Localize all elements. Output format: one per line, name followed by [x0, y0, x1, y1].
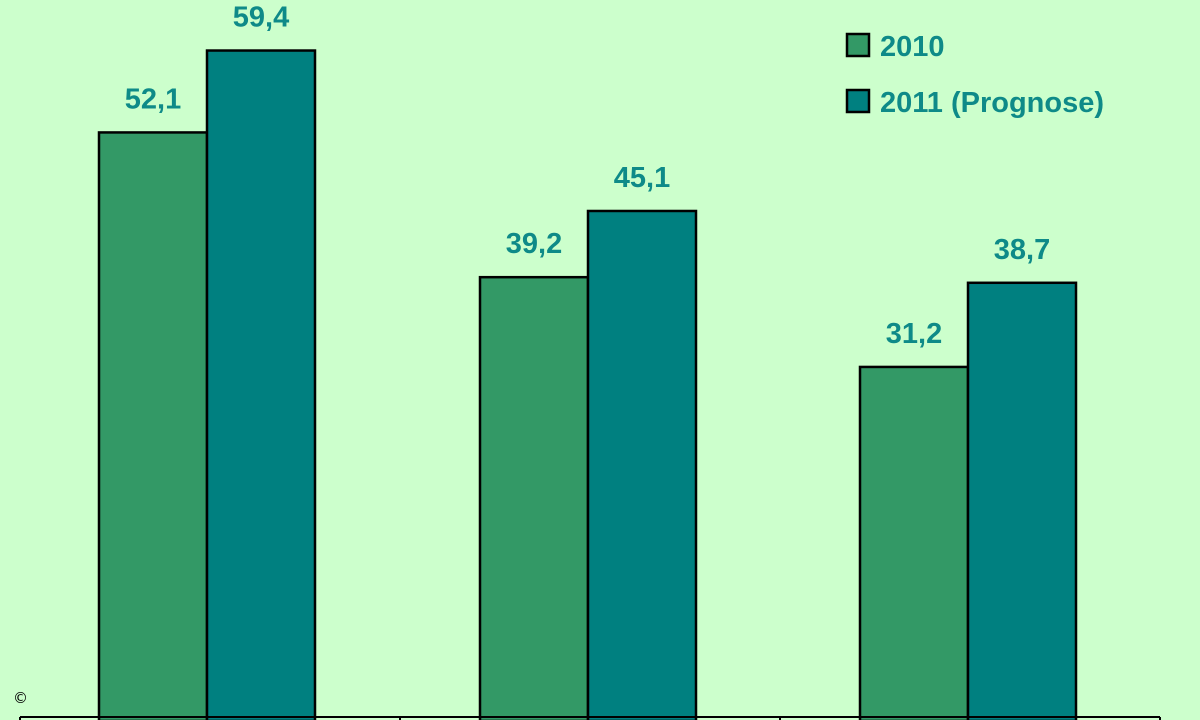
legend-swatch-2010	[845, 32, 871, 58]
data-label-2010-group-2: 39,2	[506, 228, 562, 260]
bar-2011-group-2	[586, 209, 698, 720]
data-label-2010-group-3: 31,2	[886, 318, 942, 350]
bar-2011-group-1	[205, 49, 317, 720]
legend-swatch-2011	[845, 88, 871, 114]
bars-group	[97, 49, 1078, 720]
legend-label-2010: 2010	[880, 31, 945, 63]
bar-2010-group-1	[97, 131, 209, 720]
bar-2010-group-2	[478, 275, 590, 720]
data-label-2011-group-2: 45,1	[614, 162, 670, 194]
data-label-2011-group-3: 38,7	[994, 234, 1050, 266]
legend-label-2011: 2011 (Prognose)	[880, 87, 1104, 119]
bar-2011-group-3	[966, 281, 1078, 720]
data-label-2010-group-1: 52,1	[125, 83, 181, 115]
legend: 2010 2011 (Prognose)	[845, 31, 1104, 119]
copyright-icon: ©	[13, 689, 28, 707]
bar-2010-group-3	[858, 365, 970, 720]
data-label-2011-group-1: 59,4	[233, 2, 289, 34]
data-labels-group: 52,1 39,2 31,2 59,4 45,1 38,7	[125, 2, 1050, 350]
